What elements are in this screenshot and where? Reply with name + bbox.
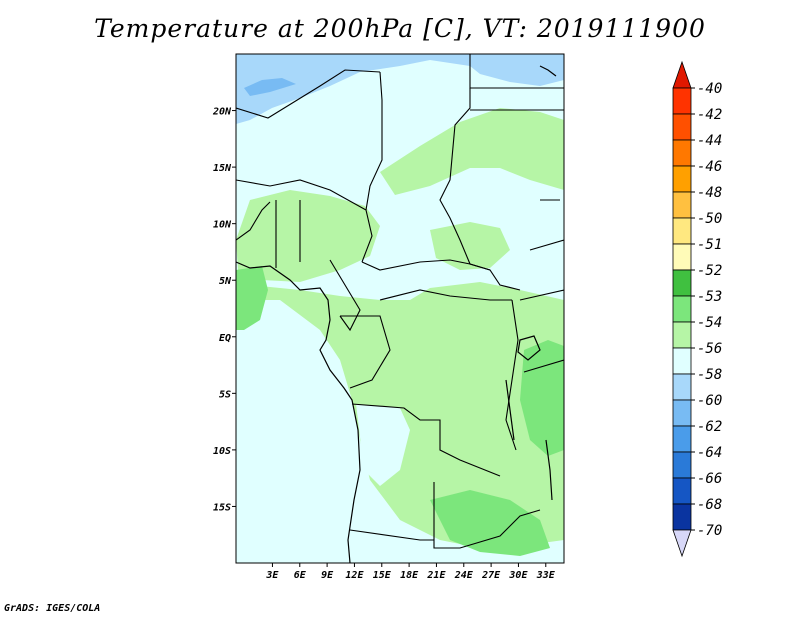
colorbar-swatch — [672, 87, 692, 115]
lon-tick-label: 24E — [454, 570, 474, 581]
colorbar-label: -64 — [697, 445, 722, 461]
colorbar-swatch — [672, 139, 692, 167]
colorbar-swatch — [672, 451, 692, 479]
warm-region-east — [520, 340, 564, 456]
cool-region-sw — [356, 404, 410, 486]
coast-red-sea — [539, 65, 557, 77]
border-drc-south — [351, 403, 501, 477]
longitude-axis: 3E 6E 9E 12E 15E 18E 21E 24E 27E 30E 33E — [265, 563, 556, 581]
colorbar-label: -66 — [697, 471, 722, 487]
coastlines — [236, 65, 557, 563]
colorbar-label: -58 — [697, 367, 722, 383]
warm-region-sahel — [380, 108, 564, 195]
lon-tick-label: 27E — [481, 570, 501, 581]
colorbar-swatch — [672, 165, 692, 193]
lon-tick-label: 12E — [345, 570, 364, 581]
border-congo — [340, 315, 391, 389]
lat-tick-label: 15S — [213, 502, 231, 513]
colorbar-label: -70 — [697, 523, 722, 539]
border-tanzania — [519, 289, 564, 373]
colorbar-bottom-triangle — [672, 529, 692, 558]
colorbar-label: -48 — [697, 185, 722, 201]
border-nigeria — [275, 200, 301, 268]
chart-title: Temperature at 200hPa [C], VT: 201911190… — [94, 14, 706, 43]
coast-lake-malawi — [545, 439, 553, 501]
border-angola-south — [349, 529, 434, 541]
country-borders — [236, 54, 564, 549]
colorbar-label: -54 — [697, 315, 722, 331]
lon-tick-label: 3E — [265, 570, 279, 581]
cool-region-south — [236, 380, 380, 563]
colorbar-label: -60 — [697, 393, 722, 409]
colorbar-label: -62 — [697, 419, 722, 435]
colorbar-label: -46 — [697, 159, 722, 175]
colorbar-swatch — [672, 321, 692, 349]
colorbar-label: -51 — [697, 237, 722, 253]
colorbar-label: -56 — [697, 341, 722, 357]
colorbar-swatch — [672, 217, 692, 245]
border-algeria-niger — [236, 69, 381, 119]
colorbar: -40 -42 -44 -46 -48 -50 -51 -52 -53 -54 -56 -58 -60 -… — [672, 60, 722, 558]
lat-tick-label: 10S — [213, 446, 231, 457]
warm-region-coast — [236, 266, 268, 330]
lon-tick-label: 9E — [321, 570, 334, 581]
cold-region-north-dark — [244, 78, 296, 96]
map-frame — [235, 53, 565, 564]
border-mali-niger — [236, 179, 373, 263]
lat-tick-label: 15N — [213, 163, 232, 174]
lat-tick-label: EQ — [219, 333, 231, 344]
colorbar-swatch — [672, 347, 692, 375]
colorbar-label: -40 — [697, 81, 722, 97]
colorbar-swatch — [672, 243, 692, 271]
colorbar-label: -53 — [697, 289, 722, 305]
colorbar-swatch — [672, 425, 692, 453]
colorbar-swatch — [672, 399, 692, 427]
lon-tick-label: 6E — [294, 570, 307, 581]
coast-lake-tanganyika — [505, 379, 515, 441]
border-car — [361, 259, 521, 291]
colorbar-swatch — [672, 373, 692, 401]
border-cameroon — [329, 259, 361, 332]
lat-tick-label: 5N — [219, 276, 232, 287]
colorbar-swatch — [672, 113, 692, 141]
border-chad-sudan — [439, 88, 491, 271]
colorbar-label: -44 — [697, 133, 722, 149]
lat-tick-label: 10N — [213, 220, 232, 231]
lon-tick-label: 30E — [508, 570, 528, 581]
colorbar-swatch — [672, 503, 692, 531]
warm-region-west — [236, 190, 380, 282]
colorbar-label: -42 — [697, 107, 722, 123]
cold-region-north — [236, 54, 564, 124]
temperature-field — [236, 54, 564, 563]
lon-tick-label: 18E — [400, 570, 419, 581]
coast-lake-victoria — [517, 335, 541, 361]
border-drc-east — [505, 299, 519, 451]
lat-tick-label: 5S — [219, 389, 231, 400]
warm-region-central — [430, 222, 510, 270]
grads-credit: GrADS: IGES/COLA — [4, 603, 101, 614]
border-west-coast — [236, 201, 271, 241]
latitude-axis: 20N 15N 10N 5N EQ 5S 10S 15S — [212, 107, 236, 513]
lon-tick-label: 15E — [373, 570, 392, 581]
lon-tick-label: 21E — [426, 570, 446, 581]
colorbar-swatch — [672, 269, 692, 297]
border-zambia — [433, 482, 541, 549]
colorbar-label: -68 — [697, 497, 722, 513]
colorbar-swatch — [672, 191, 692, 219]
colorbar-top-triangle — [672, 60, 692, 89]
colorbar-label: -52 — [697, 263, 722, 279]
coast-gulf-of-guinea — [236, 261, 361, 563]
lat-tick-label: 20N — [212, 107, 232, 118]
colorbar-swatch — [672, 295, 692, 323]
border-drc-north — [379, 289, 512, 301]
warm-region-south — [430, 490, 550, 556]
lon-tick-label: 33E — [536, 570, 556, 581]
border-niger-chad — [365, 71, 383, 211]
colorbar-swatch — [672, 477, 692, 505]
border-east-africa — [529, 199, 564, 251]
colorbar-label: -50 — [697, 211, 722, 227]
